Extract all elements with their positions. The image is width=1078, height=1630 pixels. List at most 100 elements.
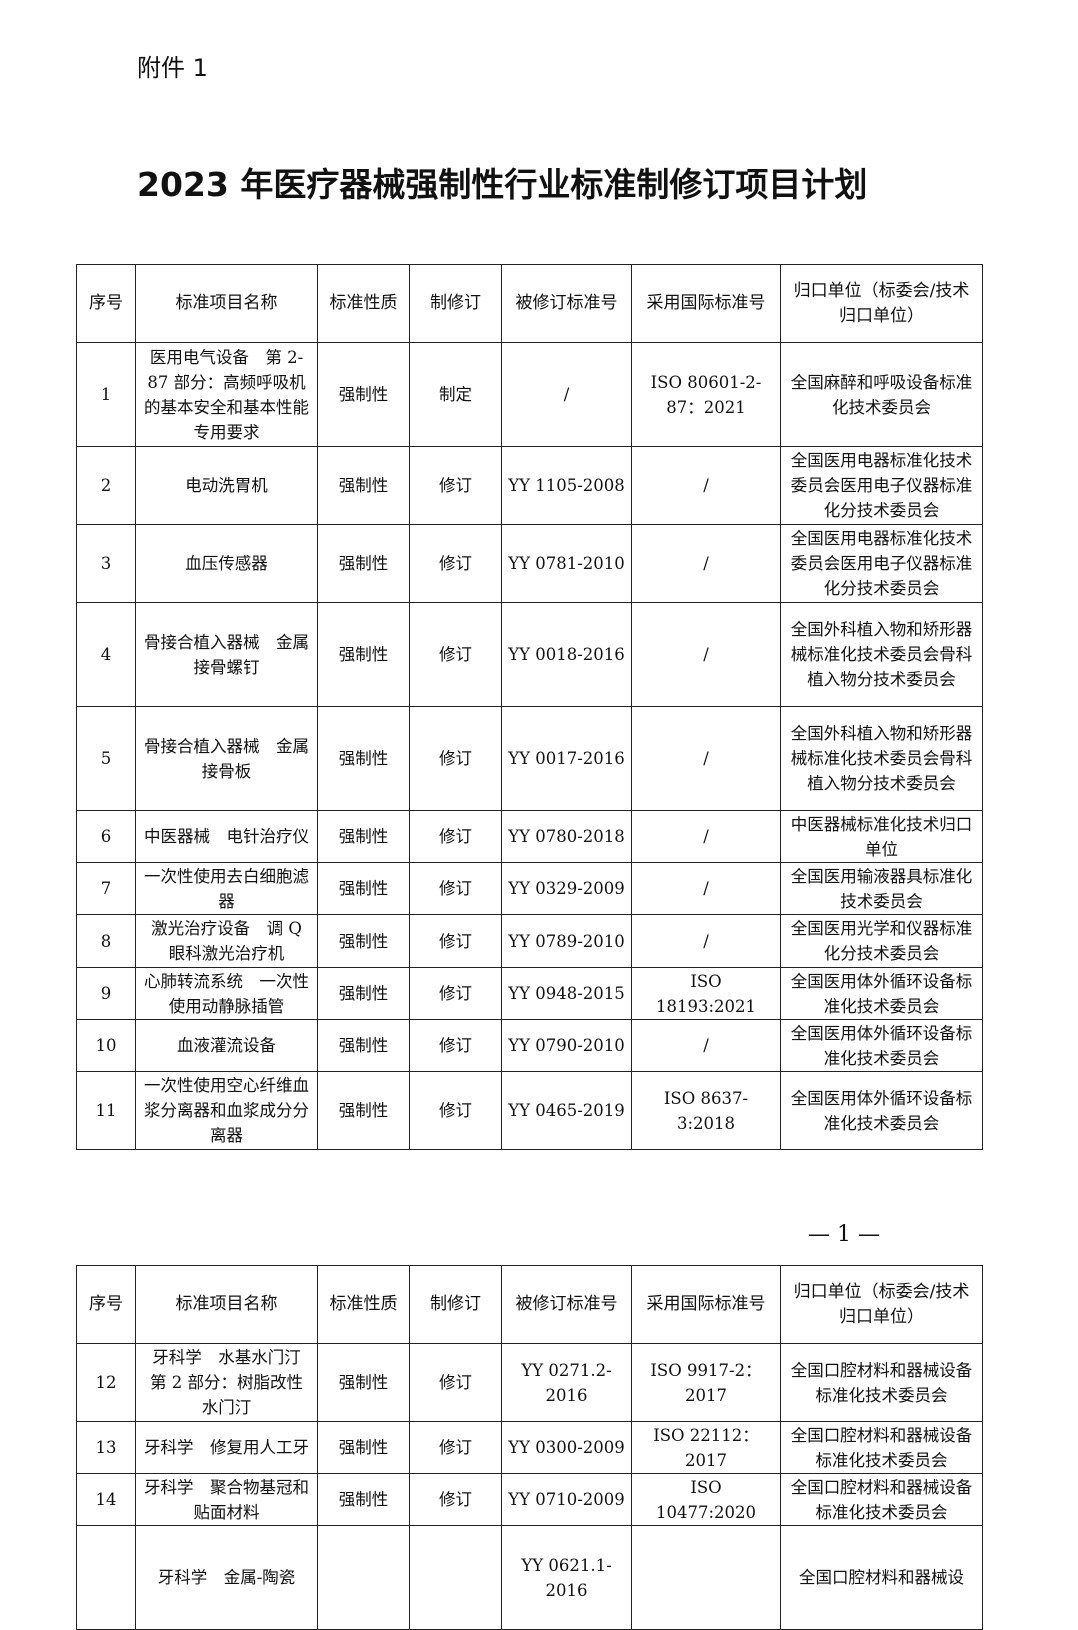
- responsible-unit-cell: 全国口腔材料和器械设备标准化技术委员会: [780, 1421, 983, 1474]
- revision-type-cell: 修订: [409, 914, 502, 968]
- international-standard-cell: /: [631, 914, 781, 968]
- standard-nature-cell: 强制性: [317, 862, 410, 915]
- row-number-cell: 10: [76, 1019, 136, 1072]
- project-name-cell: 一次性使用去白细胞滤器: [135, 862, 318, 915]
- document-title: 2023 年医疗器械强制性行业标准制修订项目计划: [137, 165, 868, 204]
- project-name-cell: 激光治疗设备 调 Q 眼科激光治疗机: [135, 914, 318, 968]
- table-row: 7 一次性使用去白细胞滤器 强制性 修订 YY 0329-2009/全国医用输液器具标准…: [76, 862, 983, 915]
- revision-type-cell: [409, 1525, 502, 1630]
- standard-nature-cell: 强制性: [317, 602, 410, 707]
- row-number-cell: 7: [76, 862, 136, 915]
- responsible-unit-cell: 中医器械标准化技术归口单位: [780, 810, 983, 863]
- header-standard-nature: 标准性质: [317, 1265, 410, 1344]
- standard-nature-cell: 强制性: [317, 1421, 410, 1474]
- revised-standard-cell: YY 0017-2016: [501, 706, 632, 811]
- project-name-cell: 血压传感器: [135, 524, 318, 603]
- table-row: 5 骨接合植入器械 金属接骨板 强制性 修订 YY 0017-2016/全国外科植入物和…: [76, 706, 983, 811]
- header-project-name: 标准项目名称: [135, 264, 318, 343]
- project-name-cell: 中医器械 电针治疗仪: [135, 810, 318, 863]
- revised-standard-cell: YY 0300-2009: [501, 1421, 632, 1474]
- revision-type-cell: 修订: [409, 862, 502, 915]
- project-name-cell: 牙科学 金属-陶瓷: [135, 1525, 318, 1630]
- row-number-cell: 12: [76, 1343, 136, 1422]
- header-revision-type: 制修订: [409, 1265, 502, 1344]
- header-row-number: 序号: [76, 1265, 136, 1344]
- header-responsible-unit: 归口单位（标委会/技术归口单位）: [780, 264, 983, 343]
- table-row: 9 心肺转流系统 一次性使用动静脉插管 强制性 修订 YY 0948-2015 ISO 1…: [76, 967, 983, 1020]
- page-number: — 1 —: [808, 1222, 880, 1247]
- international-standard-cell: [631, 1525, 781, 1630]
- revision-type-cell: 修订: [409, 1473, 502, 1526]
- international-standard-cell: ISO 80601-2-87：2021: [631, 342, 781, 447]
- standard-nature-cell: 强制性: [317, 524, 410, 603]
- standard-nature-cell: 强制性: [317, 967, 410, 1020]
- revision-type-cell: 修订: [409, 1421, 502, 1474]
- row-number-cell: 13: [76, 1421, 136, 1474]
- standard-nature-cell: [317, 1525, 410, 1630]
- table-row: 1 医用电气设备 第 2-87 部分：高频呼吸机的基本安全和基本性能专用要求 强制性…: [76, 342, 983, 447]
- table-header-row: 序号 标准项目名称 标准性质 制修订 被修订标准号 采用国际标准号 归口单位（标委会/技术归…: [76, 1265, 983, 1344]
- table-row: 牙科学 金属-陶瓷 YY 0621.1-2016 全国口腔材料和器械设: [76, 1525, 983, 1630]
- row-number-cell: 14: [76, 1473, 136, 1526]
- responsible-unit-cell: 全国外科植入物和矫形器械标准化技术委员会骨科植入物分技术委员会: [780, 602, 983, 707]
- responsible-unit-cell: 全国口腔材料和器械设备标准化技术委员会: [780, 1343, 983, 1422]
- header-revised-standard: 被修订标准号: [501, 1265, 632, 1344]
- revision-type-cell: 修订: [409, 524, 502, 603]
- standard-nature-cell: 强制性: [317, 810, 410, 863]
- responsible-unit-cell: 全国外科植入物和矫形器械标准化技术委员会骨科植入物分技术委员会: [780, 706, 983, 811]
- table-row: 14 牙科学 聚合物基冠和贴面材料 强制性 修订 YY 0710-2009 ISO 104…: [76, 1473, 983, 1526]
- revised-standard-cell: YY 0790-2010: [501, 1019, 632, 1072]
- project-name-cell: 医用电气设备 第 2-87 部分：高频呼吸机的基本安全和基本性能专用要求: [135, 342, 318, 447]
- header-row-number: 序号: [76, 264, 136, 343]
- standard-nature-cell: 强制性: [317, 342, 410, 447]
- standards-table-page-1: 序号 标准项目名称 标准性质 制修订 被修订标准号 采用国际标准号 归口单位（标委会/技术归…: [76, 264, 983, 1150]
- international-standard-cell: ISO 10477:2020: [631, 1473, 781, 1526]
- table-row: 3 血压传感器 强制性 修订 YY 0781-2010/全国医用电器标准化技术委员会医用…: [76, 524, 983, 603]
- table-row: 4 骨接合植入器械 金属接骨螺钉 强制性 修订 YY 0018-2016/全国外科植入物…: [76, 602, 983, 707]
- project-name-cell: 一次性使用空心纤维血浆分离器和血浆成分分离器: [135, 1071, 318, 1150]
- revision-type-cell: 制定: [409, 342, 502, 447]
- revised-standard-cell: YY 0465-2019: [501, 1071, 632, 1150]
- responsible-unit-cell: 全国医用体外循环设备标准化技术委员会: [780, 967, 983, 1020]
- table-header-row: 序号 标准项目名称 标准性质 制修订 被修订标准号 采用国际标准号 归口单位（标委会/技术归…: [76, 264, 983, 343]
- revised-standard-cell: YY 0621.1-2016: [501, 1525, 632, 1630]
- international-standard-cell: /: [631, 810, 781, 863]
- international-standard-cell: ISO 8637-3:2018: [631, 1071, 781, 1150]
- standard-nature-cell: 强制性: [317, 1473, 410, 1526]
- row-number-cell: 2: [76, 446, 136, 525]
- project-name-cell: 牙科学 聚合物基冠和贴面材料: [135, 1473, 318, 1526]
- standard-nature-cell: 强制性: [317, 1071, 410, 1150]
- responsible-unit-cell: 全国医用输液器具标准化技术委员会: [780, 862, 983, 915]
- international-standard-cell: /: [631, 446, 781, 525]
- revision-type-cell: 修订: [409, 602, 502, 707]
- row-number-cell: 8: [76, 914, 136, 968]
- international-standard-cell: /: [631, 602, 781, 707]
- standard-nature-cell: 强制性: [317, 706, 410, 811]
- standard-nature-cell: 强制性: [317, 914, 410, 968]
- project-name-cell: 骨接合植入器械 金属接骨板: [135, 706, 318, 811]
- header-responsible-unit: 归口单位（标委会/技术归口单位）: [780, 1265, 983, 1344]
- header-project-name: 标准项目名称: [135, 1265, 318, 1344]
- project-name-cell: 牙科学 修复用人工牙: [135, 1421, 318, 1474]
- row-number-cell: 4: [76, 602, 136, 707]
- responsible-unit-cell: 全国医用体外循环设备标准化技术委员会: [780, 1071, 983, 1150]
- standards-table-page-2: 序号 标准项目名称 标准性质 制修订 被修订标准号 采用国际标准号 归口单位（标委会/技术归…: [76, 1265, 983, 1630]
- row-number-cell: 9: [76, 967, 136, 1020]
- revised-standard-cell: YY 1105-2008: [501, 446, 632, 525]
- table-row: 2 电动洗胃机 强制性 修订 YY 1105-2008/全国医用电器标准化技术委员会医用…: [76, 446, 983, 525]
- project-name-cell: 骨接合植入器械 金属接骨螺钉: [135, 602, 318, 707]
- standard-nature-cell: 强制性: [317, 1343, 410, 1422]
- responsible-unit-cell: 全国口腔材料和器械设: [780, 1525, 983, 1630]
- responsible-unit-cell: 全国医用电器标准化技术委员会医用电子仪器标准化分技术委员会: [780, 524, 983, 603]
- responsible-unit-cell: 全国医用体外循环设备标准化技术委员会: [780, 1019, 983, 1072]
- table-row: 6 中医器械 电针治疗仪 强制性 修订 YY 0780-2018/中医器械标准化技术归口…: [76, 810, 983, 863]
- international-standard-cell: /: [631, 524, 781, 603]
- revised-standard-cell: YY 0780-2018: [501, 810, 632, 863]
- international-standard-cell: ISO 18193:2021: [631, 967, 781, 1020]
- header-revision-type: 制修订: [409, 264, 502, 343]
- header-international-standard: 采用国际标准号: [631, 264, 781, 343]
- header-standard-nature: 标准性质: [317, 264, 410, 343]
- revised-standard-cell: /: [501, 342, 632, 447]
- revision-type-cell: 修订: [409, 967, 502, 1020]
- table-row: 12 牙科学 水基水门汀 第 2 部分：树脂改性水门汀 强制性 修订 YY 0271.2…: [76, 1343, 983, 1422]
